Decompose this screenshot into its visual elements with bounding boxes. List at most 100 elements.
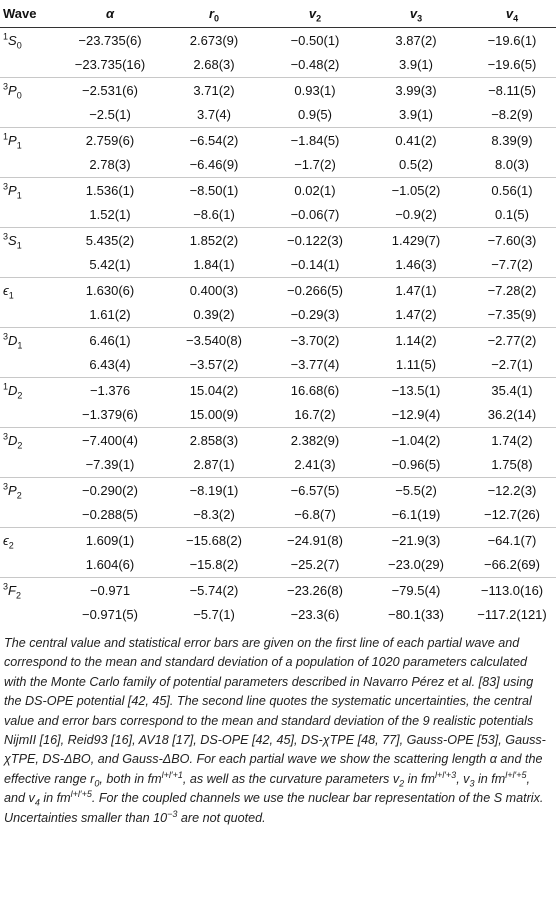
wave-symbol: S — [8, 232, 17, 248]
value-cell: −3.77(4) — [290, 357, 340, 373]
value-cell: 1.52(1) — [89, 207, 131, 223]
value-cell: 2.673(9) — [189, 32, 239, 48]
value-cell: 1.630(6) — [58, 277, 162, 303]
wave-cell — [0, 103, 58, 128]
header-sub: 2 — [316, 13, 322, 24]
caption-sub: 4 — [34, 797, 40, 808]
value-cell: 0.56(1) — [468, 177, 556, 203]
value-cell: 1.47(1) — [364, 277, 468, 303]
table-row: 3P0 −2.531(6) 3.71(2) 0.93(1) 3.99(3) −8.11(5… — [0, 77, 556, 103]
table-row: −0.288(5) −8.3(2) −6.8(7) −6.1(19) −12.7(26) — [0, 503, 556, 528]
wave-cell: 1P1 — [0, 127, 58, 153]
value-cell: −19.6(1) — [487, 32, 537, 48]
table-row: 1D2 −1.376 15.04(2) 16.68(6) −13.5(1) 35.4(1) — [0, 377, 556, 403]
table-row: −0.971(5) −5.7(1) −23.3(6) −80.1(33) −117.2(… — [0, 603, 556, 628]
header-text: v — [505, 6, 514, 21]
caption-text: in fm — [474, 771, 506, 786]
value-cell: 0.1(5) — [495, 207, 529, 223]
value-cell: −1.05(2) — [364, 177, 468, 203]
value-cell: 0.93(1) — [266, 77, 364, 103]
value-cell: −7.60(3) — [468, 227, 556, 253]
caption-sup: l+l′+5 — [70, 789, 92, 800]
wave-sub: 1 — [16, 140, 22, 151]
value-cell: −19.6(5) — [487, 57, 537, 73]
value-cell: 1.429(7) — [364, 227, 468, 253]
value-cell: −6.1(19) — [391, 507, 441, 523]
header-cell: r0 — [162, 0, 266, 28]
value-cell: 1.74(2) — [468, 427, 556, 453]
wave-cell — [0, 403, 58, 428]
table-row: ϵ1 1.630(6) 0.400(3) −0.266(5) 1.47(1) −7.28(… — [0, 277, 556, 303]
table-row: 2.78(3) −6.46(9) −1.7(2) 0.5(2) 8.0(3) — [0, 153, 556, 178]
table-row: 3P2 −0.290(2) −8.19(1) −6.57(5) −5.5(2) −12.2… — [0, 477, 556, 503]
value-cell: 2.382(9) — [266, 427, 364, 453]
value-cell: 2.68(3) — [193, 57, 235, 73]
value-cell: −6.54(2) — [162, 127, 266, 153]
value-cell: −23.735(6) — [78, 32, 142, 48]
wave-sup: 3 — [3, 431, 9, 442]
wave-sup: 1 — [3, 31, 9, 42]
value-cell: 15.00(9) — [189, 407, 239, 423]
value-cell: −23.26(8) — [266, 577, 364, 603]
data-table: Wave α r0 v2 v3 v4 1S0 −23.735(6) 2.673(9)… — [0, 0, 556, 628]
value-cell: −0.48(2) — [290, 57, 340, 73]
wave-symbol: D — [8, 432, 18, 448]
caption-text: , v — [456, 771, 470, 786]
wave-symbol: P — [8, 182, 17, 198]
value-cell: 0.02(1) — [266, 177, 364, 203]
wave-cell — [0, 503, 58, 528]
value-cell: −0.288(5) — [81, 507, 138, 523]
value-cell: 6.43(4) — [89, 357, 131, 373]
value-cell: −0.971 — [58, 577, 162, 603]
value-cell: −0.50(1) — [290, 32, 340, 48]
value-cell: 1.536(1) — [58, 177, 162, 203]
value-cell: −2.531(6) — [58, 77, 162, 103]
wave-cell: 1S0 — [0, 28, 58, 53]
table-row: 1.61(2) 0.39(2) −0.29(3) 1.47(2) −7.35(9) — [0, 303, 556, 328]
table-row: −1.379(6) 15.00(9) 16.7(2) −12.9(4) 36.2(14) — [0, 403, 556, 428]
wave-symbol: P — [8, 132, 17, 148]
value-cell: −0.290(2) — [58, 477, 162, 503]
wave-cell: 3F2 — [0, 577, 58, 603]
value-cell: 5.435(2) — [58, 227, 162, 253]
wave-symbol: ϵ — [3, 282, 9, 298]
value-cell: 3.99(3) — [364, 77, 468, 103]
wave-sub: 2 — [8, 540, 14, 551]
table-row: 3P1 1.536(1) −8.50(1) 0.02(1) −1.05(2) 0.56(1… — [0, 177, 556, 203]
value-cell: 1.604(6) — [85, 557, 135, 573]
caption-sup: l+l′+5 — [505, 769, 527, 780]
wave-sup: 1 — [3, 381, 9, 392]
wave-cell — [0, 53, 58, 78]
wave-sub: 1 — [8, 290, 14, 301]
wave-cell — [0, 303, 58, 328]
wave-cell: 3P1 — [0, 177, 58, 203]
value-cell: −0.971(5) — [81, 607, 138, 623]
value-cell: −113.0(16) — [468, 577, 556, 603]
wave-cell — [0, 153, 58, 178]
wave-symbol: P — [8, 482, 17, 498]
value-cell: −0.14(1) — [290, 257, 340, 273]
wave-symbol: D — [8, 382, 18, 398]
value-cell: −23.0(29) — [387, 557, 444, 573]
value-cell: −8.2(9) — [491, 107, 533, 123]
value-cell: −5.7(1) — [193, 607, 235, 623]
value-cell: 1.11(5) — [395, 357, 437, 373]
value-cell: 8.0(3) — [495, 157, 529, 173]
value-cell: −21.9(3) — [364, 527, 468, 553]
value-cell: −7.39(1) — [85, 457, 135, 473]
header-cell: v4 — [468, 0, 556, 28]
table-row: 1P1 2.759(6) −6.54(2) −1.84(5) 0.41(2) 8.39(9… — [0, 127, 556, 153]
header-text: v — [308, 6, 317, 21]
caption-text: are not quoted. — [177, 810, 266, 825]
value-cell: 16.68(6) — [266, 377, 364, 403]
value-cell: 3.71(2) — [162, 77, 266, 103]
value-cell: 1.14(2) — [364, 327, 468, 353]
table-row: 1.52(1) −8.6(1) −0.06(7) −0.9(2) 0.1(5) — [0, 203, 556, 228]
header-sub: 0 — [214, 13, 220, 24]
value-cell: −1.379(6) — [81, 407, 138, 423]
value-cell: 1.852(2) — [162, 227, 266, 253]
value-cell: −7.7(2) — [491, 257, 533, 273]
wave-cell — [0, 253, 58, 278]
wave-symbol: D — [8, 332, 18, 348]
table-row: 3D1 6.46(1) −3.540(8) −3.70(2) 1.14(2) −2.77(… — [0, 327, 556, 353]
